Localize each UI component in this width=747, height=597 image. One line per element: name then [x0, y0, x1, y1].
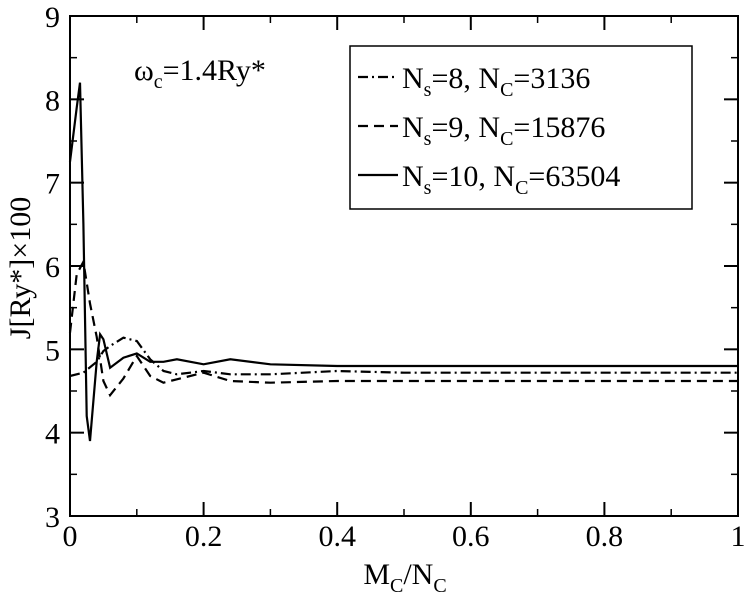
series-layer [68, 82, 738, 442]
y-tick-label: 5 [45, 334, 60, 367]
legend-label-series-2: Ns=9, NC=15876 [402, 111, 605, 150]
y-tick-label: 4 [45, 418, 60, 451]
y-tick-label: 6 [45, 251, 60, 284]
labels-layer: 0 0.2 0.4 0.6 0.8 1 3 4 5 6 7 8 9 [45, 1, 746, 553]
x-axis-label: MC/NC [363, 558, 446, 597]
x-tick-label: 0.4 [318, 520, 356, 553]
legend-label-series-3: Ns=10, NC=63504 [402, 160, 620, 199]
series-line-2 [68, 258, 738, 398]
x-tick-label: 0.2 [185, 520, 223, 553]
legend-label-series-1: Ns=8, NC=3136 [402, 62, 590, 101]
x-tick-label: 0.6 [452, 520, 490, 553]
x-tick-label: 1 [731, 520, 746, 553]
series-line-3 [68, 82, 738, 442]
y-tick-label: 8 [45, 84, 60, 117]
x-tick-label: 0 [63, 520, 78, 553]
y-tick-label: 3 [45, 501, 60, 534]
series-line-1 [69, 336, 738, 378]
y-axis-label: J[Ry*]×100 [4, 197, 37, 339]
x-tick-label: 0.8 [586, 520, 624, 553]
omega-annotation: ωc=1.4Ry* [134, 54, 266, 93]
plot-frame [69, 15, 739, 517]
legend-box [349, 45, 693, 210]
y-tick-label: 9 [45, 1, 60, 34]
legend: Ns=8, NC=3136 Ns=9, NC=15876 Ns=10, NC=6… [349, 45, 693, 210]
y-tick-label: 7 [45, 168, 60, 201]
